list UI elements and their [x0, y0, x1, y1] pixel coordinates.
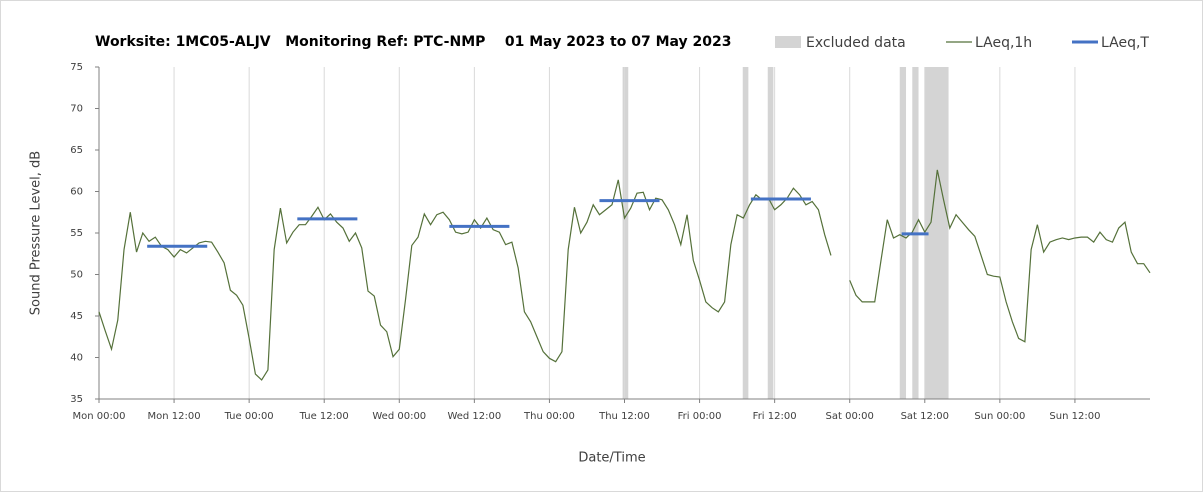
y-tick-label: 35: [70, 394, 83, 405]
x-tick-label: Thu 12:00: [598, 411, 650, 422]
y-tick-label: 75: [70, 62, 83, 73]
x-tick-label: Fri 00:00: [678, 411, 722, 422]
y-tick-label: 65: [70, 145, 83, 156]
x-tick-label: Thu 00:00: [523, 411, 575, 422]
x-tick-label: Tue 12:00: [299, 411, 349, 422]
x-tick-label: Sat 12:00: [901, 411, 949, 422]
legend-swatch: [775, 36, 801, 48]
x-tick-label: Sun 12:00: [1049, 411, 1100, 422]
y-tick-label: 50: [70, 270, 83, 281]
y-tick-label: 70: [70, 104, 83, 115]
x-tick-label: Sun 00:00: [974, 411, 1025, 422]
excluded-band: [742, 67, 749, 399]
x-tick-label: Wed 12:00: [447, 411, 501, 422]
excluded-band: [924, 67, 949, 399]
legend-label: Excluded data: [806, 35, 906, 51]
x-axis-label: Date/Time: [578, 451, 645, 466]
chart-title: Worksite: 1MC05-ALJV Monitoring Ref: PTC…: [95, 34, 731, 50]
y-tick-label: 55: [70, 228, 83, 239]
y-tick-label: 60: [70, 187, 83, 198]
x-tick-label: Wed 00:00: [372, 411, 426, 422]
line-series: [98, 169, 1151, 381]
x-tick-label: Fri 12:00: [753, 411, 797, 422]
x-tick-label: Mon 00:00: [72, 411, 125, 422]
x-tick-label: Sat 00:00: [826, 411, 874, 422]
legend-label: LAeq,1h: [975, 35, 1032, 51]
x-tick-label: Tue 00:00: [224, 411, 274, 422]
y-tick-label: 45: [70, 311, 83, 322]
y-axis-label: Sound Pressure Level, dB: [29, 151, 44, 315]
x-tick-label: Mon 12:00: [148, 411, 201, 422]
legend-label: LAeq,T: [1101, 35, 1149, 51]
excluded-band: [767, 67, 774, 399]
excluded-band: [622, 67, 629, 399]
y-tick-label: 40: [70, 353, 83, 364]
